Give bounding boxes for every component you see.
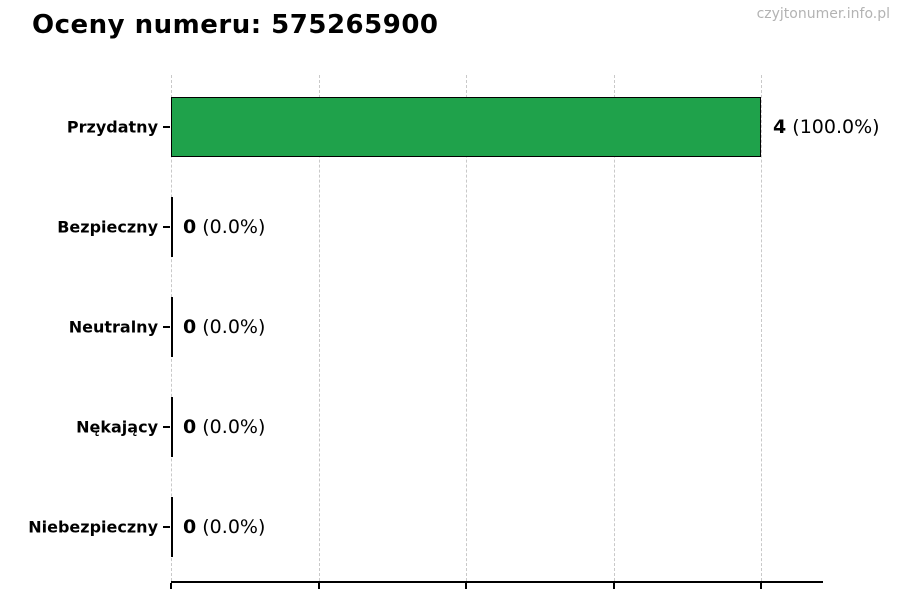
bar-value-number: 0 bbox=[183, 516, 197, 538]
y-axis-tick-3 bbox=[163, 326, 170, 328]
bar-value-percent: (100.0%) bbox=[786, 116, 880, 138]
y-axis-tick-2 bbox=[163, 226, 170, 228]
x-axis-tick-4 bbox=[760, 583, 763, 589]
gridline-x4 bbox=[761, 75, 763, 581]
bar-value-number: 0 bbox=[183, 316, 197, 338]
category-label: Neutralny bbox=[68, 317, 158, 337]
y-axis-tick-1 bbox=[163, 126, 170, 128]
y-axis-tick-4 bbox=[163, 426, 170, 428]
bar-value-label: 0 (0.0%) bbox=[183, 416, 265, 438]
bar-value-number: 0 bbox=[183, 216, 197, 238]
bar-neutralny bbox=[171, 297, 173, 357]
bar-value-percent: (0.0%) bbox=[196, 216, 266, 238]
bar-value-number: 4 bbox=[773, 116, 787, 138]
category-label: Przydatny bbox=[66, 117, 158, 137]
category-label: Bezpieczny bbox=[57, 217, 158, 237]
bar-value-percent: (0.0%) bbox=[196, 516, 266, 538]
x-axis-tick-2 bbox=[465, 583, 468, 589]
chart-title: Oceny numeru: 575265900 bbox=[32, 10, 439, 40]
gridline-x3 bbox=[613, 75, 615, 581]
x-axis-tick-0 bbox=[170, 583, 172, 589]
y-axis-tick-5 bbox=[163, 526, 170, 528]
bar-niebezpieczny bbox=[171, 497, 173, 557]
bar-value-label: 0 (0.0%) bbox=[183, 316, 265, 338]
bar-value-percent: (0.0%) bbox=[196, 316, 266, 338]
watermark-text: czyjtonumer.info.pl bbox=[756, 6, 890, 22]
bar-nękający bbox=[171, 397, 173, 457]
gridline-x2 bbox=[466, 75, 468, 581]
category-label: Nękający bbox=[76, 417, 158, 437]
bar-value-number: 0 bbox=[183, 416, 197, 438]
plot-area: 4 (100.0%) 0 (0.0%) 0 (0.0%) 0 (0.0%) 0 (0.0… bbox=[163, 75, 880, 589]
x-axis-tick-1 bbox=[317, 583, 320, 589]
bar-value-label: 4 (100.0%) bbox=[773, 116, 880, 138]
bar-value-label: 0 (0.0%) bbox=[183, 216, 265, 238]
bar-bezpieczny bbox=[171, 197, 173, 257]
category-label: Niebezpieczny bbox=[28, 517, 158, 537]
bar-value-label: 0 (0.0%) bbox=[183, 516, 265, 538]
x-axis-tick-3 bbox=[612, 583, 615, 589]
gridline-x1 bbox=[318, 75, 320, 581]
bar-value-percent: (0.0%) bbox=[196, 416, 266, 438]
bar-przydatny bbox=[171, 97, 762, 157]
